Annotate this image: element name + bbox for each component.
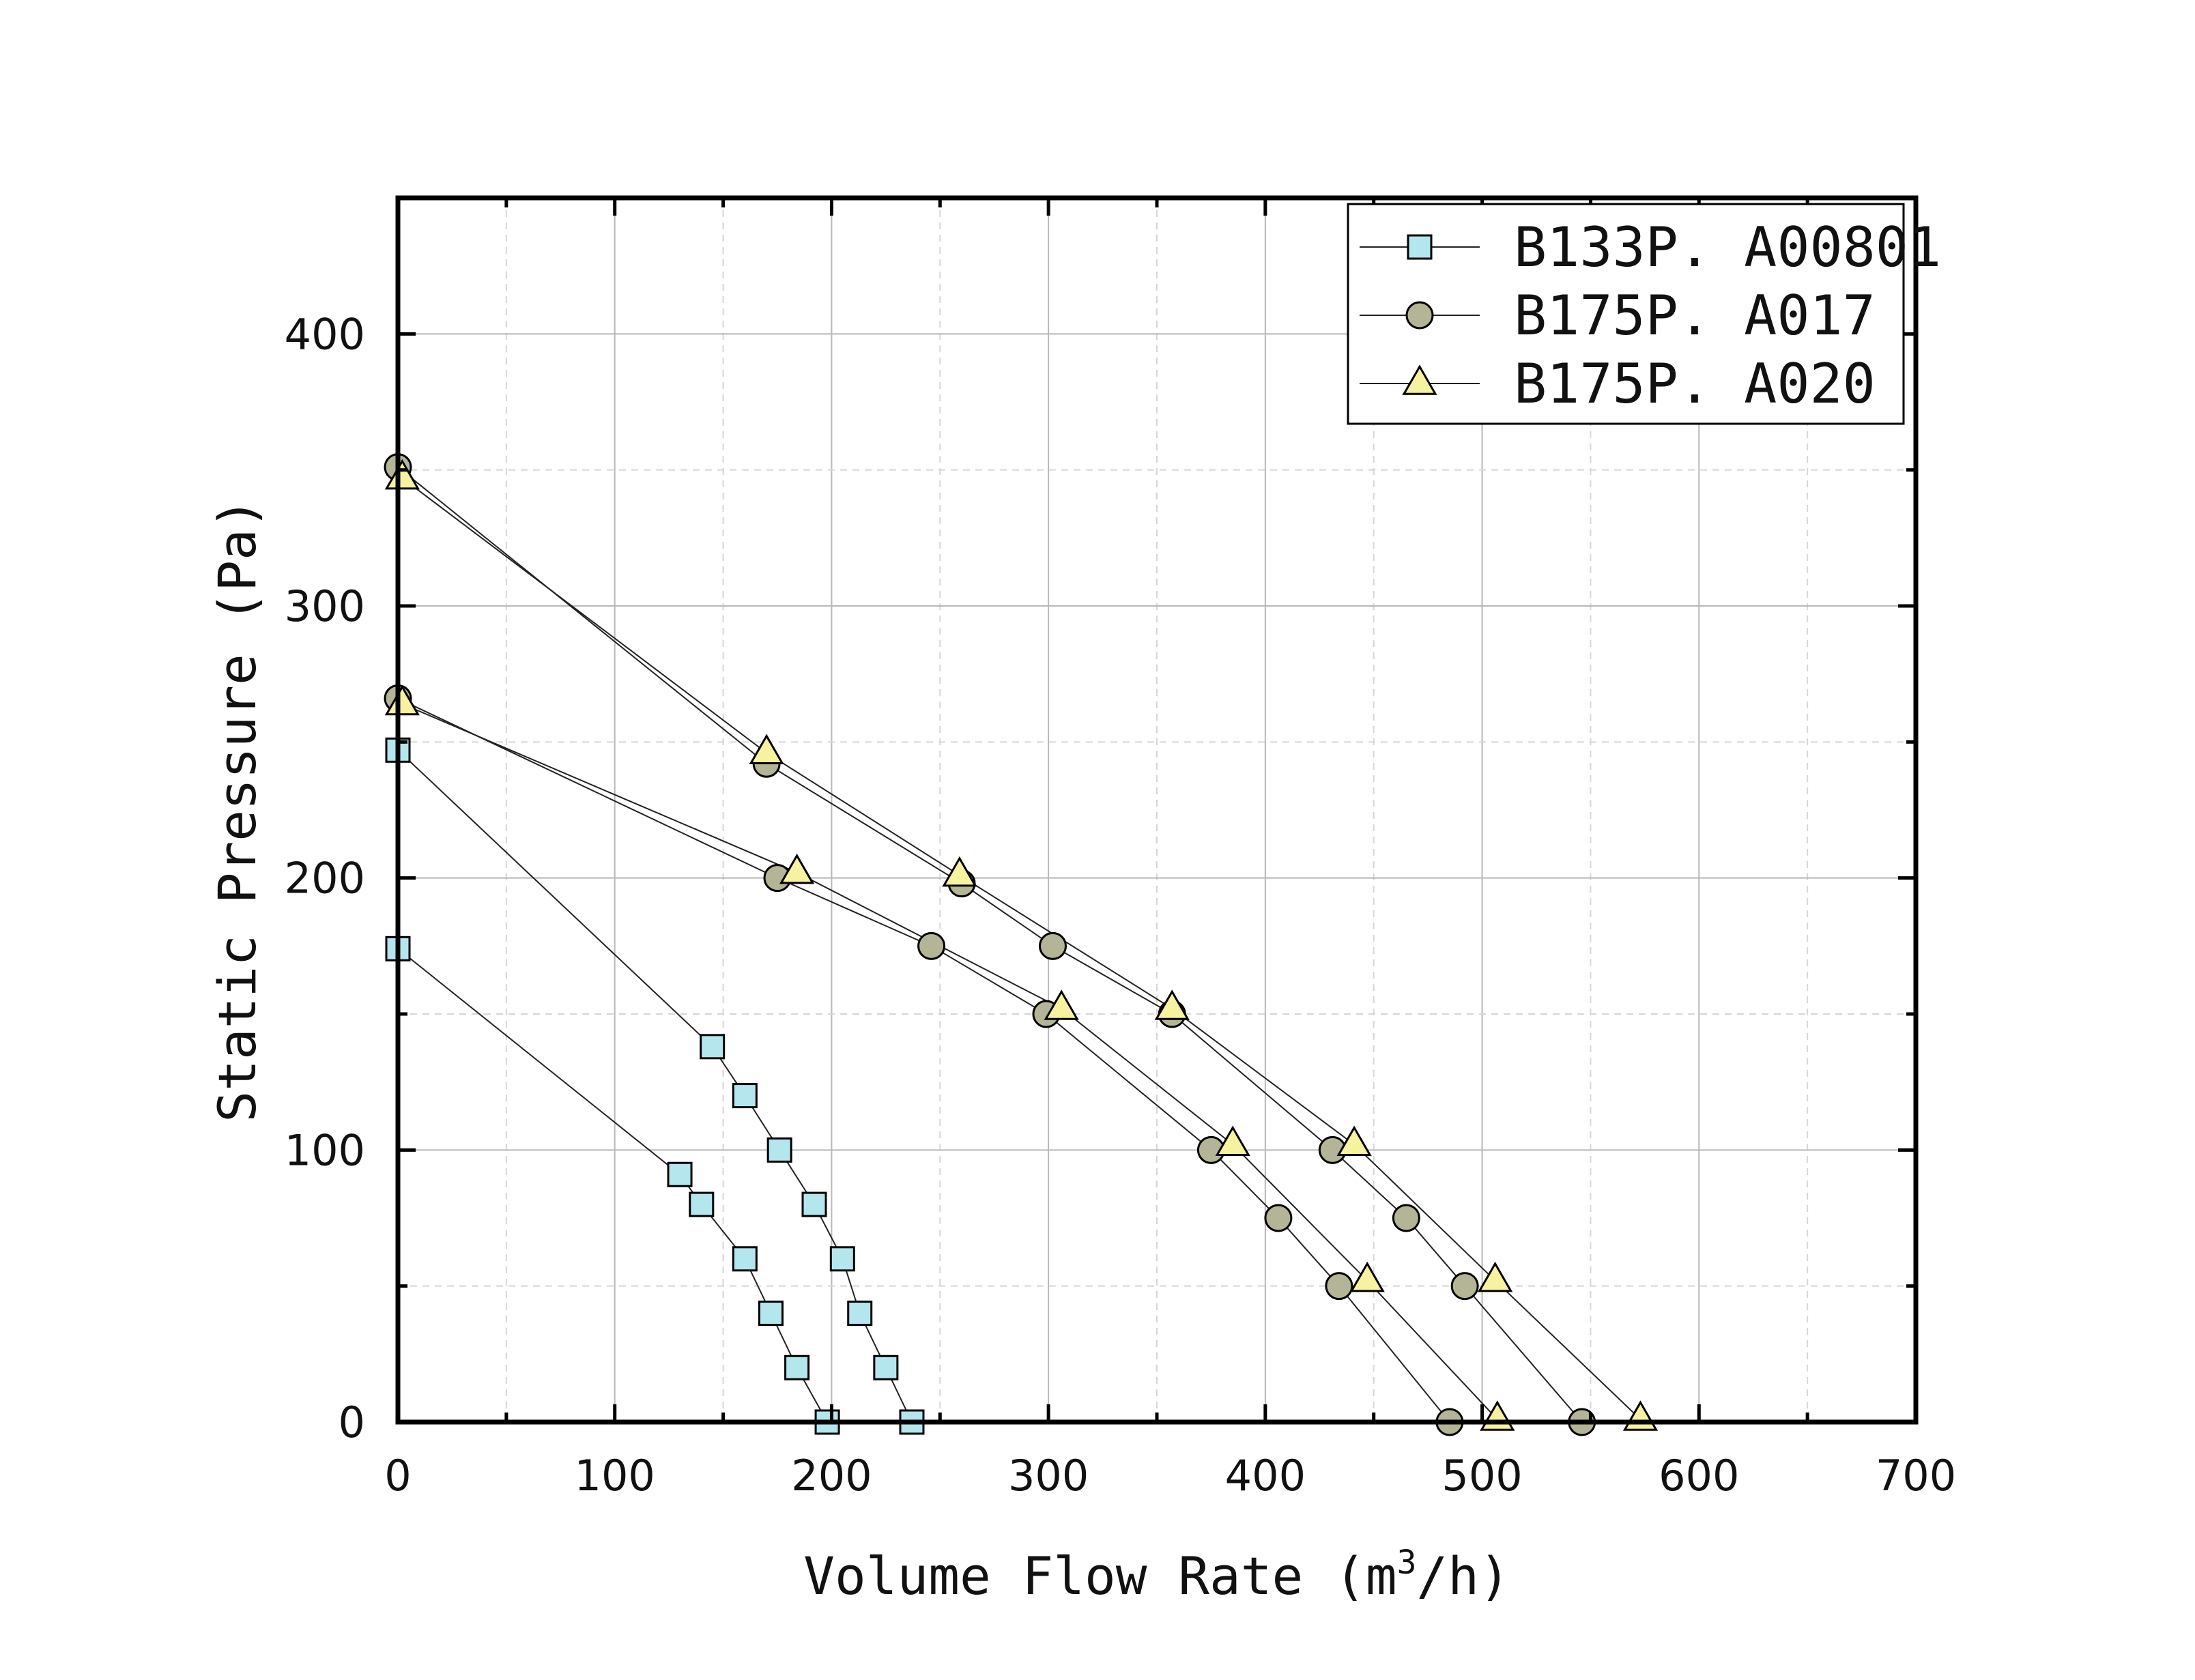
data-point-square [784,1355,810,1380]
data-point-square [667,1161,693,1187]
data-point-circle [1392,1204,1420,1232]
x-axis-title: Volume Flow Rate (m3/h) [803,1544,1510,1606]
data-point-square [801,1191,827,1217]
data-point-triangle [1154,989,1190,1020]
data-point-circle [1325,1272,1353,1301]
data-point-circle [1450,1272,1479,1301]
legend-box [1347,203,1905,425]
data-point-triangle [1478,1261,1513,1292]
y-tick-label: 300 [285,581,365,631]
y-tick-label: 400 [285,309,365,359]
data-point-triangle [779,853,815,884]
x-tick-label: 300 [1008,1451,1089,1501]
series-line [397,697,1450,1423]
data-point-triangle [1044,989,1079,1020]
y-tick-label: 0 [339,1397,365,1447]
legend-label: B133P. A00801 [1514,216,1941,279]
data-point-square [873,1355,899,1380]
data-point-triangle [1215,1125,1250,1157]
y-axis-title: Static Pressure (Pa) [207,497,268,1122]
legend-label: B175P. A020 [1514,352,1876,416]
data-point-triangle [384,459,420,490]
data-point-triangle [1349,1261,1385,1292]
data-point-square [847,1301,873,1327]
data-point-square [758,1301,784,1327]
data-point-square [829,1246,855,1272]
x-tick-label: 600 [1659,1451,1739,1501]
legend-marker-triangle [1402,364,1437,395]
legend-marker-square [1407,234,1433,260]
data-point-circle [1264,1204,1293,1232]
data-point-square [766,1137,792,1163]
data-point-triangle [942,856,977,887]
data-point-square [689,1191,715,1217]
data-point-circle [1038,931,1067,960]
data-point-square [732,1246,758,1272]
x-tick-label: 700 [1876,1451,1956,1501]
y-tick-label: 200 [285,854,365,903]
data-point-square [700,1034,726,1060]
x-tick-label: 100 [575,1451,655,1501]
series-line [401,703,1498,1420]
x-tick-label: 400 [1225,1451,1306,1501]
x-tick-label: 500 [1441,1451,1522,1501]
data-point-triangle [384,684,420,716]
tick-labels: 0 100 200 300 400 500 600 700 0 100 200 300 400 [285,309,1957,1501]
x-tick-label: 0 [384,1451,411,1501]
data-point-triangle [1336,1125,1372,1157]
x-tick-label: 200 [791,1451,872,1501]
data-point-square [732,1083,758,1109]
legend-label: B175P. A017 [1514,284,1876,347]
legend-marker-circle [1405,301,1434,330]
y-tick-label: 100 [285,1125,365,1175]
data-point-circle [917,931,946,960]
data-point-triangle [749,734,784,764]
